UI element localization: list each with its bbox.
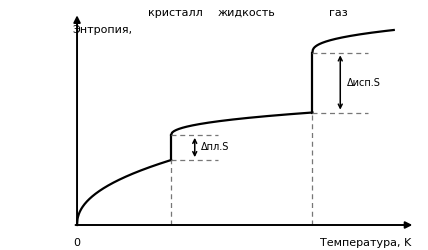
Text: Δисп.S: Δисп.S [347, 78, 380, 88]
Text: жидкость: жидкость [217, 8, 275, 18]
Text: Энтропия,: Энтропия, [73, 25, 133, 35]
Text: кристалл: кристалл [148, 8, 203, 18]
Text: 0: 0 [74, 238, 80, 248]
Text: Δпл.S: Δпл.S [201, 142, 229, 152]
Text: газ: газ [329, 8, 348, 18]
Text: Температура, K: Температура, K [320, 238, 411, 248]
